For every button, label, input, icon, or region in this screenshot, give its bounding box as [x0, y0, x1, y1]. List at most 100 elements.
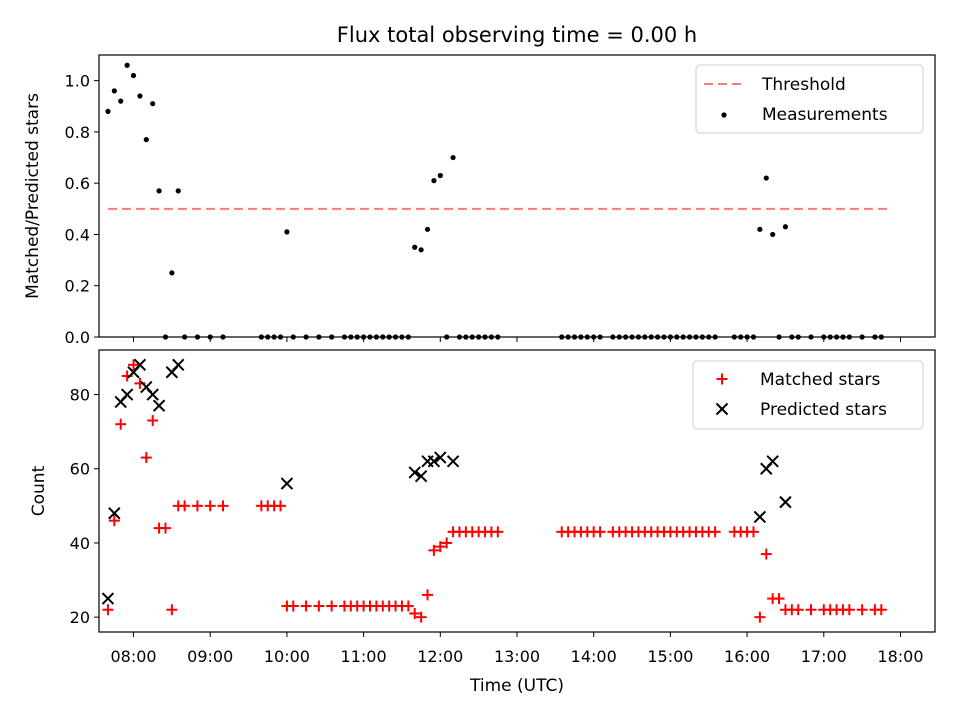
x-tick-label: 10:00 — [264, 647, 310, 666]
matched-point — [140, 452, 152, 464]
top-y-axis-label: Matched/Predicted stars — [23, 93, 43, 299]
measurement-point — [169, 270, 175, 276]
x-tick-label: 11:00 — [341, 647, 387, 666]
bottom-y-axis-label: Count — [29, 465, 49, 516]
bottom-y-tick-label: 60 — [70, 460, 90, 479]
matched-point — [428, 544, 440, 556]
predicted-point — [108, 507, 121, 520]
top-panel: 0.0 0.2 0.4 0.6 0.8 1.0 Matched/Predicted sta… — [23, 54, 936, 347]
matched-point — [159, 522, 171, 534]
top-y-tick-label: 0.4 — [65, 225, 90, 244]
measurement-point — [412, 244, 418, 250]
legend-matched-marker — [716, 373, 728, 385]
matched-point — [166, 604, 178, 616]
matched-point — [754, 611, 766, 623]
x-tick-label: 14:00 — [571, 647, 617, 666]
bottom-legend-box — [692, 360, 924, 430]
matched-point — [115, 418, 127, 430]
measurement-point — [150, 101, 156, 107]
matched-point — [108, 515, 120, 527]
measurement-point — [137, 93, 143, 99]
predicted-point — [446, 455, 460, 468]
chart-title: Flux total observing time = 0.00 h — [337, 23, 697, 47]
predicted-point — [414, 469, 428, 483]
predicted-point — [434, 451, 447, 464]
measurement-point — [770, 231, 776, 238]
bottom-x-ticks: 08:00 09:00 10:00 11:00 12:00 13:00 14:00 15:00… — [110, 632, 924, 666]
x-tick-label: 13:00 — [494, 647, 540, 666]
matched-point — [147, 415, 159, 426]
matched-point — [805, 604, 817, 616]
predicted-points — [101, 358, 792, 605]
measurement-point — [118, 98, 124, 104]
measurement-point — [757, 226, 763, 232]
x-tick-label: 16:00 — [724, 647, 770, 666]
predicted-point — [172, 358, 185, 372]
matched-point — [792, 604, 804, 616]
matched-point — [128, 359, 140, 371]
legend-threshold-label: Threshold — [761, 75, 846, 95]
matched-point — [179, 500, 191, 512]
predicted-point — [779, 495, 792, 509]
measurement-point — [450, 154, 456, 161]
bottom-y-tick-label: 40 — [70, 534, 90, 553]
measurement-point — [124, 62, 130, 68]
matched-point — [441, 537, 453, 549]
matched-point — [875, 604, 887, 616]
predicted-point — [753, 510, 767, 524]
matched-point — [492, 526, 504, 538]
measurement-point — [284, 229, 290, 235]
predicted-point — [152, 399, 166, 412]
measurement-point — [418, 247, 424, 253]
matched-point — [102, 604, 114, 616]
top-legend-box — [695, 64, 924, 134]
matched-point — [313, 600, 325, 612]
bottom-y-ticks: 20 40 60 80 — [70, 386, 99, 627]
measurement-point — [782, 224, 789, 230]
measurement-point — [763, 175, 769, 181]
matched-point — [275, 500, 287, 512]
predicted-point — [408, 466, 421, 479]
x-tick-label: 08:00 — [110, 647, 156, 666]
legend-matched-swatch — [716, 373, 728, 385]
matched-point — [204, 500, 216, 512]
legend-predicted-label: Predicted stars — [760, 400, 887, 420]
matched-point — [217, 500, 229, 512]
top-y-tick-label: 1.0 — [65, 72, 90, 91]
bottom-y-tick-label: 80 — [70, 386, 90, 405]
top-plot-frame — [98, 54, 936, 338]
top-y-tick-label: 0.6 — [65, 174, 90, 193]
x-tick-label: 17:00 — [801, 647, 847, 666]
matched-point — [760, 548, 772, 560]
matched-point — [434, 541, 446, 553]
top-y-tick-label: 0.8 — [65, 123, 90, 142]
matched-point — [402, 600, 414, 612]
matched-point — [415, 611, 427, 623]
legend-measurements-label: Measurements — [762, 105, 888, 125]
bottom-panel: 20 40 60 80 08:00 09:00 10:00 11:00 12:00 13:00 1… — [29, 349, 936, 696]
predicted-point — [766, 455, 779, 468]
measurement-point — [437, 172, 443, 179]
x-tick-label: 18:00 — [877, 647, 923, 666]
matched-points — [102, 359, 887, 623]
legend-measurements-swatch — [721, 112, 727, 118]
legend-matched-label: Matched stars — [760, 370, 880, 390]
measurement-point — [175, 188, 181, 194]
top-y-tick-label: 0.2 — [65, 277, 90, 296]
matched-point — [843, 604, 855, 616]
matched-point — [773, 593, 785, 605]
predicted-point — [133, 358, 147, 372]
x-tick-label: 15:00 — [647, 647, 693, 666]
matched-point — [326, 600, 338, 612]
bottom-legend: Matched stars Predicted stars — [692, 360, 924, 430]
top-y-ticks: 0.0 0.2 0.4 0.6 0.8 1.0 — [65, 72, 99, 347]
predicted-point — [427, 455, 441, 468]
matched-point — [287, 600, 299, 612]
measurement-point — [111, 88, 117, 94]
matched-point — [409, 607, 421, 619]
legend-predicted-swatch — [715, 402, 729, 416]
predicted-point — [120, 388, 134, 401]
bottom-plot-frame — [98, 349, 936, 633]
measurement-point — [105, 108, 111, 114]
